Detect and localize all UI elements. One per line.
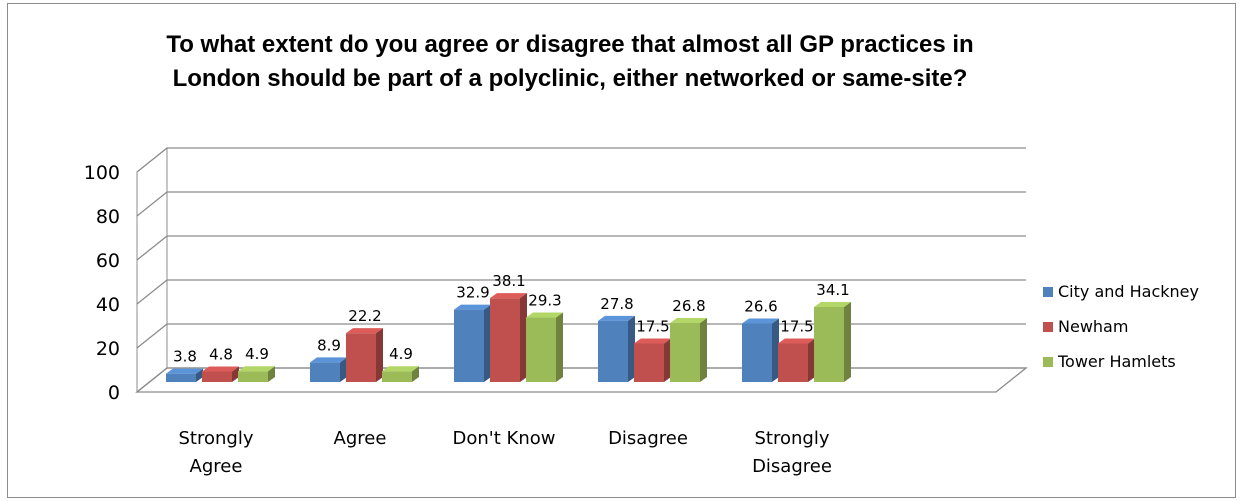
y-tick-label: 40 <box>96 294 120 316</box>
category-label: Don't Know <box>453 428 556 449</box>
bar-city-and-hackney <box>454 309 484 382</box>
gridline <box>136 279 1026 305</box>
bar-top <box>742 318 779 324</box>
category-label: Strongly <box>179 428 254 449</box>
gridline <box>136 147 1026 173</box>
data-label: 17.5 <box>636 318 669 336</box>
data-label: 34.1 <box>816 281 849 299</box>
floor <box>135 367 1028 393</box>
y-tick-label: 0 <box>108 382 120 404</box>
bar-side <box>808 338 815 382</box>
legend-swatch <box>1043 356 1053 367</box>
data-label: 3.8 <box>173 348 197 366</box>
chart-title: To what extent do you agree or disagree … <box>166 31 974 92</box>
category-label: Disagree <box>752 456 832 477</box>
bar-newham <box>634 343 664 382</box>
y-tick-label: 80 <box>96 206 120 228</box>
chart-frame <box>7 3 1236 498</box>
data-label: 38.1 <box>492 272 525 290</box>
category-label: Agree <box>190 456 243 477</box>
bar-top <box>778 338 815 344</box>
y-tick-label: 60 <box>96 250 120 272</box>
bar-side <box>556 312 563 382</box>
bar-top <box>634 338 671 344</box>
data-label: 17.5 <box>780 318 813 336</box>
bar-top <box>238 366 275 372</box>
bar-tower-hamlets <box>670 323 700 382</box>
bar-side <box>268 366 275 382</box>
data-label: 32.9 <box>456 284 489 302</box>
bar-side <box>520 293 527 382</box>
bar-top <box>346 328 383 334</box>
gridline <box>136 323 1026 349</box>
legend-label: Tower Hamlets <box>1058 352 1176 371</box>
bar-side <box>376 328 383 382</box>
bar-side <box>772 318 779 382</box>
bar-newham <box>490 298 520 382</box>
bar-side <box>844 301 851 382</box>
data-label: 26.6 <box>744 297 777 315</box>
bar-newham <box>778 343 808 382</box>
bar-side <box>412 366 419 382</box>
bar-top <box>490 293 527 299</box>
legend-swatch <box>1043 286 1053 297</box>
chart-legend: City and Hackney Newham Tower Hamlets <box>1043 274 1199 379</box>
bar-city-and-hackney <box>742 323 772 382</box>
bar-top <box>670 318 707 324</box>
legend-swatch <box>1043 321 1053 332</box>
category-label: Strongly <box>755 428 830 449</box>
bar-tower-hamlets <box>814 306 844 382</box>
data-label: 4.9 <box>245 345 269 363</box>
gridline <box>136 191 1026 217</box>
gridline <box>136 235 1026 261</box>
bar-side <box>484 304 491 382</box>
bar-newham <box>346 333 376 382</box>
category-label: Agree <box>334 428 387 449</box>
bar-tower-hamlets <box>238 371 268 382</box>
data-label: 29.3 <box>528 292 561 310</box>
legend-item-newham: Newham <box>1043 309 1199 344</box>
bar-city-and-hackney <box>598 320 628 382</box>
legend-label: City and Hackney <box>1058 282 1199 301</box>
bar-side <box>664 338 671 382</box>
data-label: 22.2 <box>348 307 381 325</box>
bar-newham <box>202 371 232 382</box>
bar-tower-hamlets <box>382 371 412 382</box>
data-label: 26.8 <box>672 297 705 315</box>
legend-item-tower-hamlets: Tower Hamlets <box>1043 344 1199 379</box>
bar-tower-hamlets <box>526 317 556 382</box>
bar-top <box>202 366 239 372</box>
data-label: 4.9 <box>389 345 413 363</box>
bar-top <box>310 357 347 363</box>
bar-side <box>232 366 239 382</box>
bar-top <box>526 312 563 318</box>
bar-top <box>166 368 203 374</box>
bar-top <box>598 315 635 321</box>
bar-city-and-hackney <box>310 362 340 382</box>
data-label: 8.9 <box>317 336 341 354</box>
bar-side <box>196 368 203 382</box>
data-label: 4.8 <box>209 345 233 363</box>
bar-top <box>814 301 851 307</box>
bar-side <box>700 318 707 382</box>
bar-side <box>340 357 347 382</box>
side-wall <box>136 146 168 394</box>
data-label: 27.8 <box>600 295 633 313</box>
legend-item-city-and-hackney: City and Hackney <box>1043 274 1199 309</box>
y-tick-label: 20 <box>96 338 120 360</box>
category-label: Disagree <box>608 428 688 449</box>
bar-top <box>382 366 419 372</box>
bar-city-and-hackney <box>166 373 196 382</box>
y-tick-label: 100 <box>84 162 120 184</box>
bar-top <box>454 304 491 310</box>
bar-side <box>628 315 635 382</box>
legend-label: Newham <box>1058 317 1129 336</box>
